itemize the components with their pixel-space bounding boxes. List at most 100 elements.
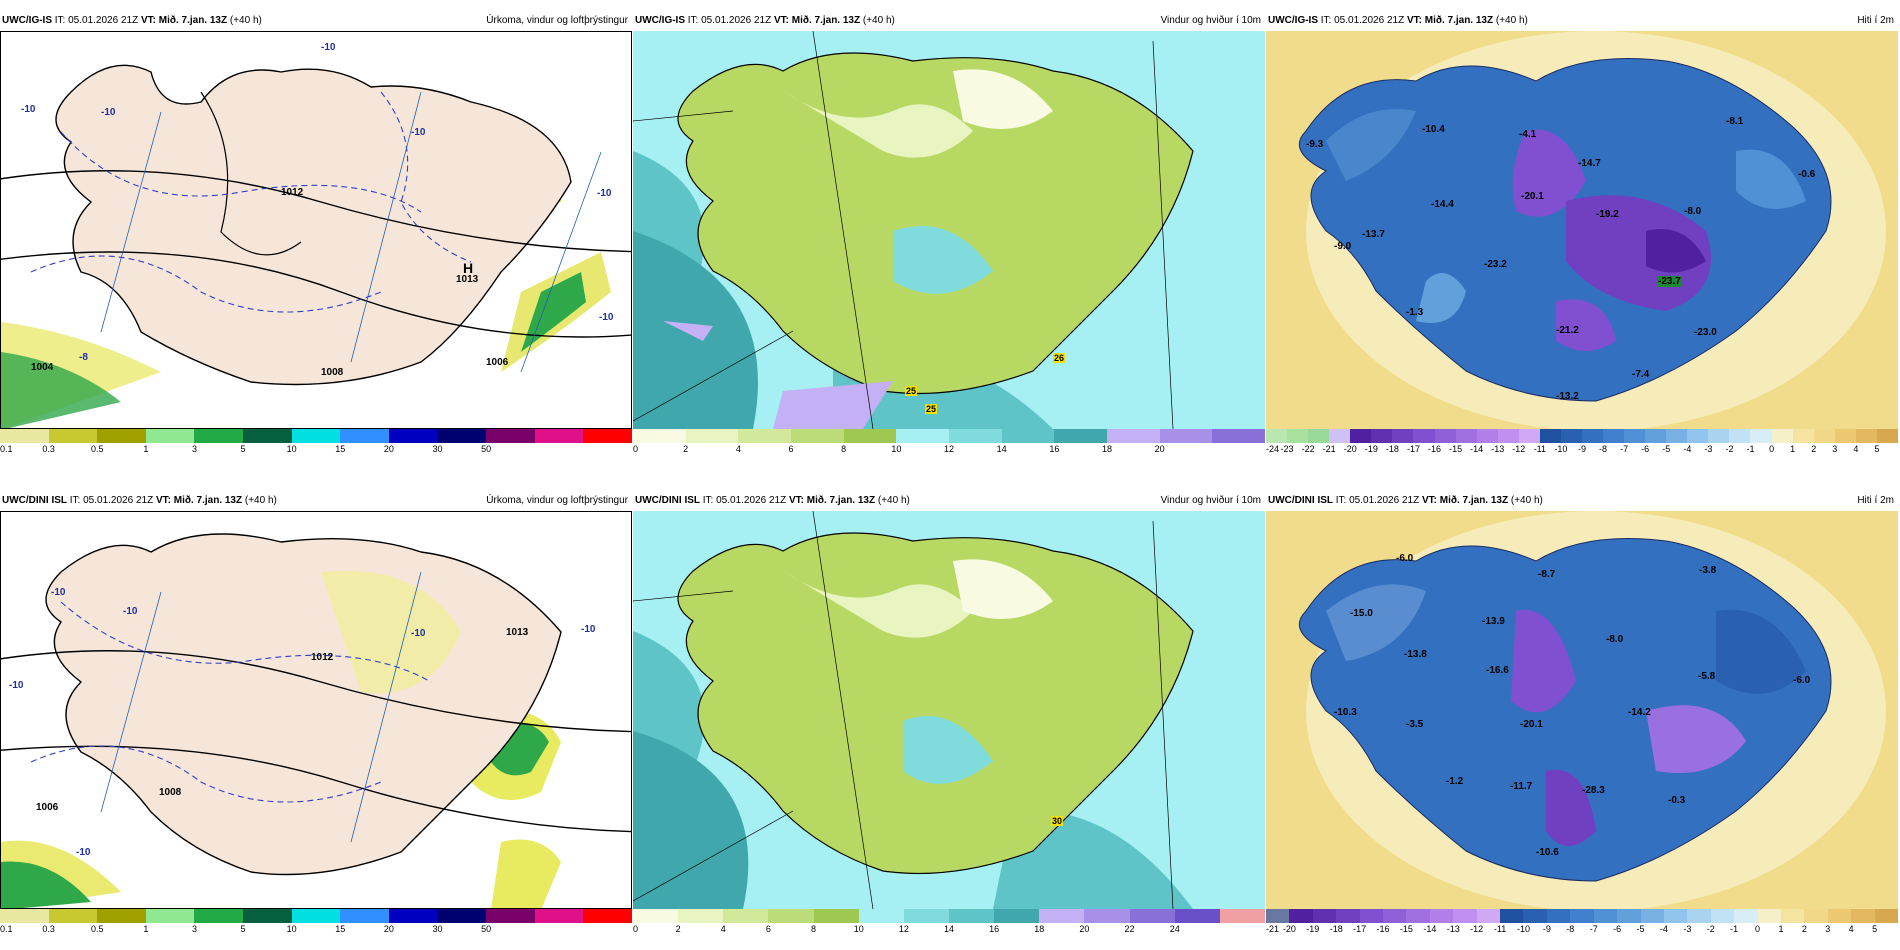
color-scale-segment <box>291 429 341 443</box>
color-scale-segment <box>1287 429 1309 443</box>
color-scale-tick: -7 <box>1620 444 1629 454</box>
wind-map[interactable]: 25 25 26 <box>633 31 1265 429</box>
color-scale-tick: -15 <box>1449 444 1463 454</box>
color-scale-segment <box>1771 429 1793 443</box>
temp-label: -9.3 <box>1306 139 1324 150</box>
color-scale-tick: -16 <box>1428 444 1442 454</box>
color-scale-tick: 22 <box>1124 924 1135 934</box>
panel-dini-precip: UWC/DINI ISL IT: 05.01.2026 21Z VT: Mið.… <box>0 491 632 946</box>
color-scale-tick: 4 <box>720 924 726 934</box>
wind-map[interactable]: 30 <box>633 511 1265 909</box>
valid-time: VT: Mið. 7.jan. 13Z <box>773 15 861 26</box>
color-scale-tick: -9 <box>1542 924 1551 934</box>
color-scale-segment <box>1107 429 1160 443</box>
color-scale-tick: -21 <box>1266 924 1280 934</box>
color-scale-segment <box>685 429 739 443</box>
lead-time: (+40 h) <box>1495 15 1528 26</box>
color-scale-bar <box>633 909 1265 923</box>
color-scale-tick: 5 <box>1874 444 1880 454</box>
temp-label: -0.6 <box>1798 169 1816 180</box>
color-scale-segment <box>1497 429 1519 443</box>
color-scale-segment <box>1174 909 1220 923</box>
color-scale-tick: -18 <box>1385 444 1399 454</box>
color-scale-tick: 50 <box>481 924 492 934</box>
color-scale-tick: 1 <box>1778 924 1784 934</box>
temp-label: -23.0 <box>1694 327 1717 338</box>
color-scale-segment <box>194 909 244 923</box>
color-scale-segment <box>1729 429 1751 443</box>
temp-label: -15.0 <box>1350 608 1373 619</box>
color-scale-tick: 3 <box>191 444 197 454</box>
model-name: UWC/DINI ISL <box>635 495 700 506</box>
color-scale-tick: -8 <box>1599 444 1608 454</box>
color-scale-tick: -9 <box>1577 444 1587 454</box>
precip-map[interactable]: -10 -10 -10 -10 -10 1012 H 1013 1008 100… <box>0 31 632 429</box>
color-scale-tick: -4 <box>1659 924 1668 934</box>
color-scale-tick: -6 <box>1613 924 1622 934</box>
panel-header: UWC/DINI ISL IT: 05.01.2026 21Z VT: Mið.… <box>633 491 1265 511</box>
color-scale-segment <box>583 429 632 443</box>
color-scale-segment <box>0 909 49 923</box>
color-scale-tick: 16 <box>1049 444 1060 454</box>
color-scale-bar <box>1266 909 1898 923</box>
color-scale-segment <box>1624 429 1646 443</box>
color-scale-tick: -13 <box>1446 924 1460 934</box>
temp-label: -14.7 <box>1578 158 1601 169</box>
contour-label: -10 <box>411 127 426 138</box>
contour-label: 1013 <box>456 274 479 285</box>
color-scale-segment <box>243 429 292 443</box>
color-scale-segment <box>1640 909 1664 923</box>
precip-map[interactable]: -10 -10 -10 -10 -10 1012 1013 1008 1006 … <box>0 511 632 909</box>
color-scale-tick: -21 <box>1322 444 1336 454</box>
temperature-map[interactable]: -6.0 -8.7 -3.8 -15.0 -13.9 -8.0 -13.8 -1… <box>1266 511 1898 909</box>
color-scale-segment <box>949 429 1002 443</box>
contour-label: 1008 <box>321 367 344 378</box>
contour-label: -10 <box>411 628 426 639</box>
color-scale-tick: 10 <box>286 444 297 454</box>
color-scale-tick: -5 <box>1662 444 1671 454</box>
color-scale-segment <box>48 909 98 923</box>
color-scale-tick: -12 <box>1470 924 1484 934</box>
panel-header: UWC/IG-IS IT: 05.01.2026 21Z VT: Mið. 7.… <box>633 11 1265 31</box>
color-scale-segment <box>1617 909 1641 923</box>
color-scale-labels: 0 2 4 6 8 10 12 14 16 18 20 22 24 <box>633 924 1265 936</box>
color-scale-segment <box>1266 909 1290 923</box>
color-scale-segment <box>1876 429 1898 443</box>
panel-title: Hiti í 2m <box>1857 495 1894 506</box>
contour-label: -10 <box>76 847 91 858</box>
color-scale-segment <box>97 429 146 443</box>
panel-dini-wind: UWC/DINI ISL IT: 05.01.2026 21Z VT: Mið.… <box>633 491 1265 946</box>
color-scale-segment <box>1834 429 1856 443</box>
color-scale-segment <box>1159 429 1213 443</box>
temp-label: -10.6 <box>1536 847 1559 858</box>
color-scale-tick: 5 <box>240 444 246 454</box>
color-scale-tick: 20 <box>1079 924 1090 934</box>
init-time: IT: 05.01.2026 21Z <box>687 15 772 26</box>
color-scale-tick: -13 <box>1491 444 1505 454</box>
lead-time: (+40 h) <box>1510 495 1543 506</box>
contour-label: 1004 <box>31 362 54 373</box>
color-scale-tick: 30 <box>432 444 443 454</box>
color-scale-segment <box>583 909 632 923</box>
panel-dini-temperature: UWC/DINI ISL IT: 05.01.2026 21Z VT: Mið.… <box>1266 491 1898 946</box>
color-scale-segment <box>994 909 1040 923</box>
model-name: UWC/IG-IS <box>2 15 52 26</box>
color-scale-tick: 0.3 <box>42 444 55 454</box>
temperature-map[interactable]: -10.4 -9.3 -4.1 -8.1 -14.7 -0.6 -20.1 -1… <box>1266 31 1898 429</box>
color-scale-segment <box>1813 429 1835 443</box>
color-scale-tick: 20 <box>1154 444 1165 454</box>
color-scale-tick: -2 <box>1725 444 1734 454</box>
color-scale-tick: -11 <box>1533 444 1547 454</box>
temp-label: -9.0 <box>1334 241 1352 252</box>
color-scale-segment <box>1603 429 1625 443</box>
color-scale-tick: 6 <box>765 924 771 934</box>
panel-title: Úrkoma, vindur og loftþrýstingur <box>486 15 628 26</box>
color-scale-segment <box>1039 909 1085 923</box>
color-scale-tick: 4 <box>1848 924 1854 934</box>
color-scale-bar <box>633 429 1266 443</box>
gust-label: 25 <box>905 386 918 396</box>
color-scale-segment <box>1406 909 1430 923</box>
color-scale-tick: 20 <box>383 444 394 454</box>
color-scale-labels: 0.1 0.3 0.5 1 3 5 10 15 20 30 50 <box>0 924 632 936</box>
color-scale-bar <box>0 429 632 443</box>
